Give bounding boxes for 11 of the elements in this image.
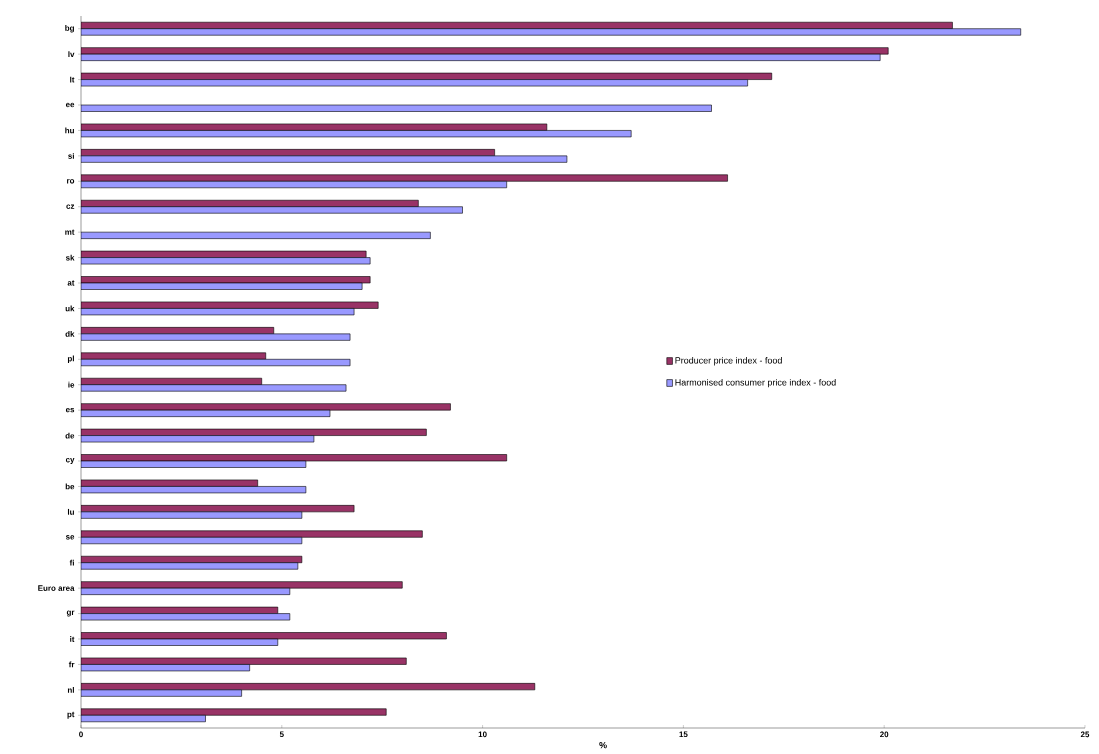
bar — [81, 530, 423, 538]
bar — [81, 28, 1022, 36]
legend-label: Harmonised consumer price index - food — [675, 378, 836, 388]
bar — [81, 174, 728, 182]
legend-label: Producer price index - food — [675, 357, 782, 366]
bar — [81, 206, 463, 214]
bar — [81, 352, 267, 360]
bar — [81, 562, 299, 570]
bar — [81, 384, 347, 392]
bar — [81, 708, 387, 716]
x-axis-title: % — [599, 742, 607, 749]
